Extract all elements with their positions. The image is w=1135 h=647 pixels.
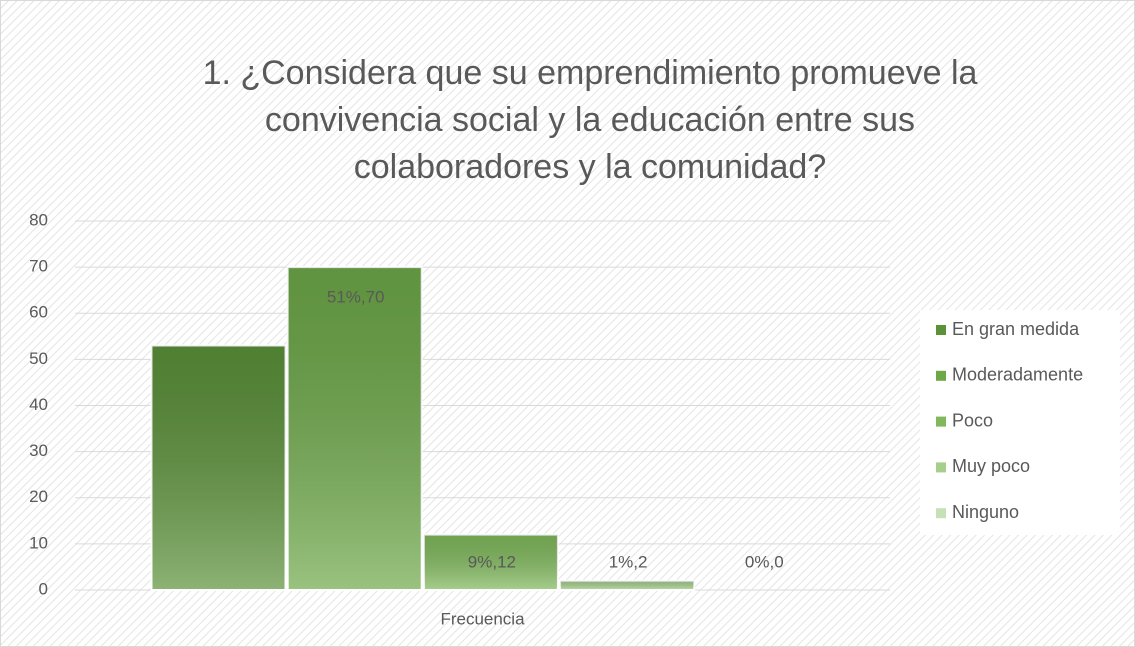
bar (286, 266, 423, 591)
y-tick-label: 20 (29, 487, 48, 506)
y-tick-label: 70 (29, 257, 48, 276)
y-tick-label: 50 (29, 349, 48, 368)
bar (559, 579, 696, 592)
y-tick-label: 10 (29, 533, 48, 552)
bar (150, 344, 287, 591)
data-label: 51%,70 (327, 288, 385, 307)
data-label: 1%,2 (609, 552, 648, 571)
data-label: 0%,0 (745, 552, 784, 571)
y-tick-label: 40 (29, 395, 48, 414)
legend-swatch (936, 508, 946, 519)
legend-label: En gran medida (952, 319, 1080, 339)
y-tick-label: 80 (29, 210, 48, 229)
legend-swatch (936, 462, 946, 473)
legend-swatch (936, 416, 946, 427)
y-tick-label: 60 (29, 303, 48, 322)
data-label: 9%,12 (468, 552, 516, 571)
legend-label: Muy poco (952, 456, 1030, 476)
y-tick-label: 30 (29, 441, 48, 460)
legend-label: Poco (952, 410, 993, 430)
legend-swatch (936, 325, 946, 335)
legend-box (920, 310, 1120, 535)
x-tick-label: Frecuencia (440, 609, 525, 628)
legend-swatch (936, 370, 946, 381)
y-tick-label: 0 (39, 579, 48, 598)
legend-label: Ninguno (952, 502, 1019, 522)
legend-label: Moderadamente (952, 365, 1083, 385)
chart-title: 1. ¿Considera que su emprendimiento prom… (203, 54, 978, 186)
